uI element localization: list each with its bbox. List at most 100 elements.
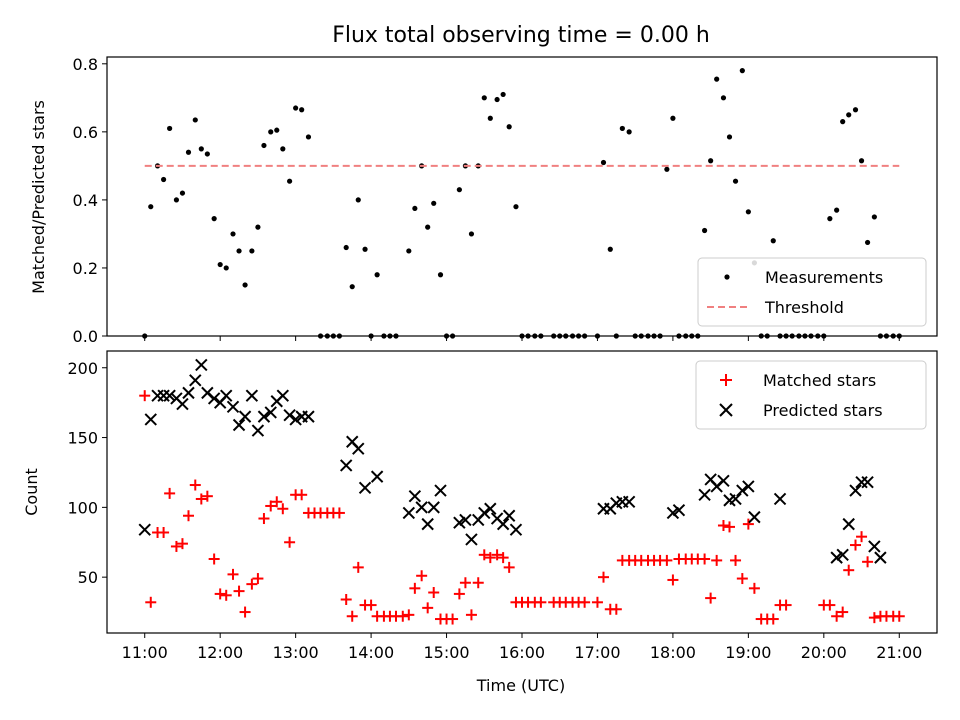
top-x-ticks bbox=[144, 336, 900, 341]
predicted-star-mark bbox=[163, 389, 176, 402]
top-legend-box bbox=[697, 257, 927, 327]
measurement-point bbox=[299, 107, 305, 113]
legend-marker-predicted bbox=[719, 403, 733, 417]
predicted-star-mark bbox=[453, 516, 466, 529]
predicted-star-mark bbox=[207, 392, 221, 405]
y-tick-label: 150 bbox=[67, 429, 98, 448]
predicted-star-mark bbox=[176, 397, 189, 411]
predicted-star-mark bbox=[672, 503, 686, 517]
matched-star-mark bbox=[195, 493, 207, 505]
matched-star-mark bbox=[484, 552, 496, 564]
predicted-star-mark bbox=[496, 517, 510, 531]
y-tick-label: 0.8 bbox=[73, 55, 98, 74]
measurement-point bbox=[600, 159, 607, 166]
predicted-star-mark bbox=[698, 488, 711, 501]
measurement-point bbox=[437, 272, 444, 278]
legend-label-predicted: Predicted stars bbox=[763, 401, 883, 420]
predicted-star-mark bbox=[509, 523, 523, 536]
matched-star-mark bbox=[189, 479, 201, 491]
bottom-x-ticks: 11:00 12:00 13:00 14:00 15:00 16:00 17:00 18:00… bbox=[122, 633, 922, 662]
predicted-star-mark bbox=[502, 509, 516, 522]
predicted-star-mark bbox=[302, 410, 315, 423]
measurement-point bbox=[412, 205, 418, 212]
measurement-point bbox=[456, 187, 462, 193]
predicted-star-mark bbox=[151, 389, 164, 402]
measurement-point bbox=[840, 119, 846, 125]
x-tick-label: 19:00 bbox=[725, 643, 771, 662]
measurement-point bbox=[185, 149, 192, 155]
predicted-star-mark bbox=[861, 476, 874, 489]
measurement-point bbox=[708, 158, 714, 164]
x-tick-label: 13:00 bbox=[273, 643, 319, 662]
measurement-point bbox=[349, 284, 355, 290]
measurement-point bbox=[204, 151, 210, 157]
measurement-point bbox=[217, 261, 223, 268]
predicted-star-mark bbox=[370, 470, 384, 483]
predicted-star-mark bbox=[408, 489, 422, 503]
top-plot: 0.00.20.40.60.8 Matched/Predicted stars … bbox=[29, 55, 938, 346]
bottom-plot-frame bbox=[106, 350, 938, 634]
predicted-star-mark bbox=[855, 476, 868, 489]
y-tick-label: 0.2 bbox=[73, 259, 98, 278]
matched-star-mark bbox=[220, 589, 232, 601]
top-plot-frame bbox=[106, 56, 938, 337]
predicted-star-mark bbox=[484, 502, 497, 515]
bottom-legend: Matched stars Predicted stars bbox=[695, 360, 927, 430]
predicted-star-mark bbox=[465, 533, 478, 546]
measurement-point bbox=[834, 207, 840, 213]
measurement-point bbox=[852, 107, 859, 113]
predicted-star-mark bbox=[251, 424, 265, 437]
matched-star-mark bbox=[416, 570, 428, 582]
matched-star-mark bbox=[164, 487, 176, 499]
predicted-star-mark bbox=[195, 358, 208, 372]
measurement-point bbox=[148, 204, 154, 210]
measurement-point bbox=[374, 272, 380, 278]
measurement-point bbox=[268, 129, 274, 135]
measurement-point bbox=[355, 197, 361, 203]
legend-marker-matched bbox=[720, 374, 732, 386]
predicted-star-mark bbox=[427, 501, 440, 514]
measurement-point bbox=[858, 158, 865, 164]
measurement-point bbox=[343, 244, 349, 251]
predicted-star-mark bbox=[717, 474, 730, 488]
measurement-point bbox=[770, 238, 776, 244]
predicted-star-mark bbox=[232, 418, 246, 432]
predicted-star-mark bbox=[339, 459, 353, 472]
measurement-point bbox=[506, 124, 512, 130]
measurement-point bbox=[487, 115, 493, 121]
predicted-star-mark bbox=[415, 501, 428, 514]
predicted-star-mark bbox=[622, 495, 636, 508]
measurement-point bbox=[827, 216, 833, 222]
bottom-legend-box bbox=[695, 360, 927, 430]
predicted-star-mark bbox=[459, 513, 472, 527]
predicted-star-mark bbox=[144, 413, 157, 426]
matched-star-mark bbox=[597, 571, 609, 583]
predicted-star-mark bbox=[434, 484, 447, 497]
predicted-star-mark bbox=[729, 492, 742, 506]
predicted-star-mark bbox=[666, 506, 680, 520]
measurement-point bbox=[236, 248, 242, 254]
measurement-point bbox=[732, 178, 739, 184]
matched-star-mark bbox=[346, 610, 358, 622]
matched-star-mark bbox=[422, 602, 434, 614]
measurement-point bbox=[242, 282, 248, 288]
measurement-point bbox=[431, 200, 437, 206]
matched-star-mark bbox=[667, 574, 679, 586]
measurement-point bbox=[468, 231, 475, 237]
matched-star-mark bbox=[409, 582, 421, 594]
measurement-point bbox=[626, 129, 632, 135]
measurement-point bbox=[280, 146, 286, 152]
predicted-star-mark bbox=[736, 484, 749, 497]
measurement-point bbox=[223, 265, 229, 271]
matched-star-mark bbox=[862, 556, 874, 568]
predicted-star-mark bbox=[276, 389, 290, 402]
matched-star-mark bbox=[748, 582, 760, 594]
measurement-point bbox=[211, 216, 217, 222]
measurement-point bbox=[173, 197, 180, 203]
x-axis-label: Time (UTC) bbox=[476, 676, 565, 695]
y-tick-label: 0.6 bbox=[73, 123, 98, 142]
predicted-star-mark bbox=[245, 389, 259, 402]
matched-star-mark bbox=[767, 613, 779, 625]
measurement-point bbox=[481, 95, 487, 101]
measurement-point bbox=[274, 127, 280, 133]
